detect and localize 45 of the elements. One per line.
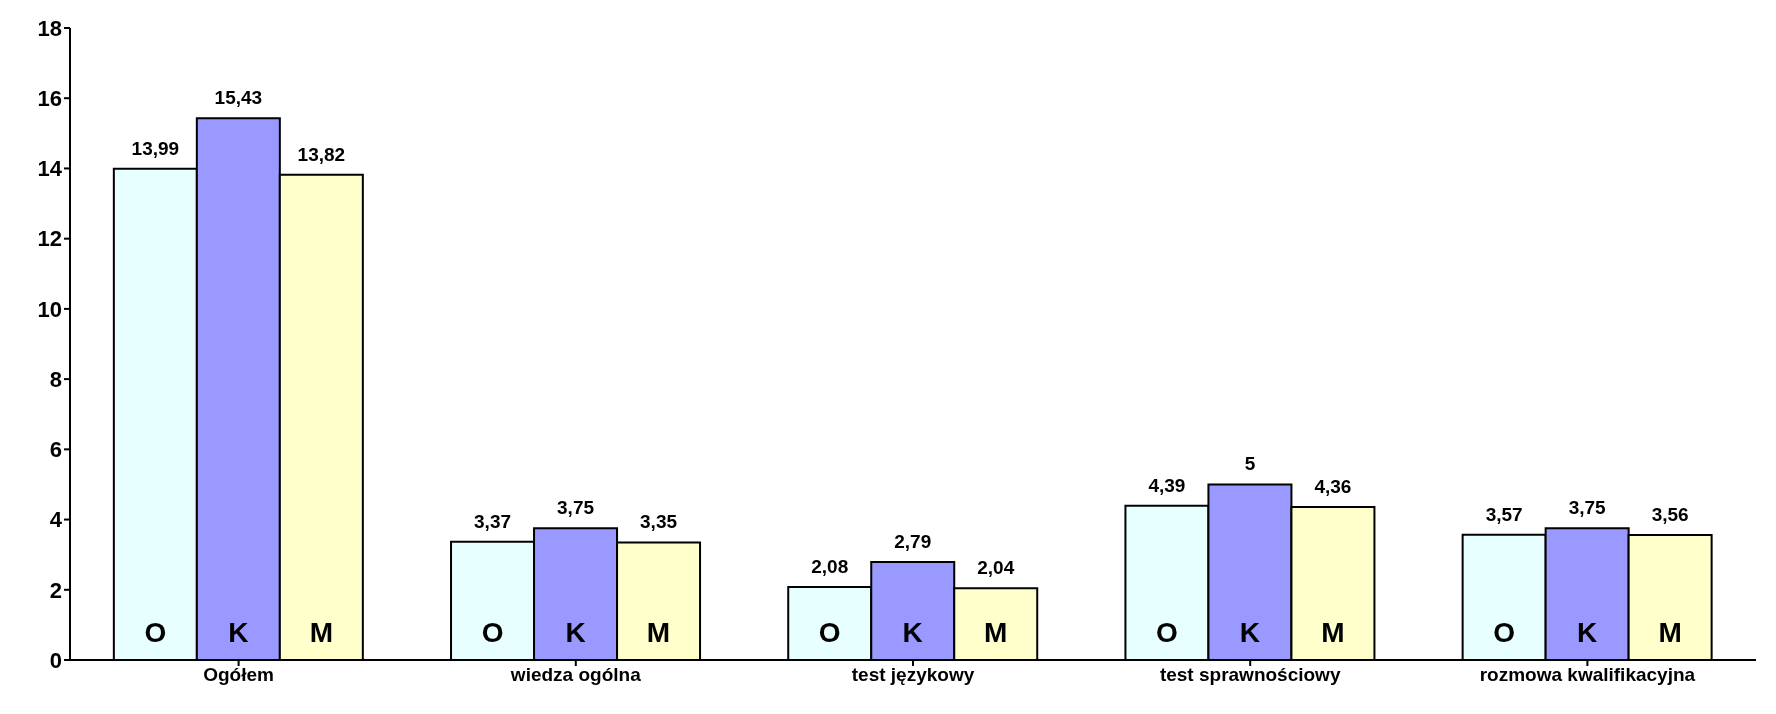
data-label: 3,37 bbox=[474, 510, 512, 532]
y-tick-label: 18 bbox=[37, 15, 62, 41]
data-label: 3,57 bbox=[1485, 503, 1523, 525]
text: K bbox=[1577, 617, 1598, 648]
y-tick-label: 12 bbox=[37, 226, 62, 252]
data-label: 13,82 bbox=[297, 143, 346, 165]
text: M bbox=[646, 617, 671, 648]
text: O bbox=[818, 617, 841, 648]
series-label: M bbox=[309, 617, 333, 648]
data-label: 4,36 bbox=[1314, 475, 1352, 497]
text: M bbox=[1658, 617, 1682, 648]
y-tick-label: 16 bbox=[37, 86, 62, 112]
x-tick-label: test sprawnościowy bbox=[1159, 664, 1341, 686]
text: K bbox=[902, 617, 923, 648]
x-tick-label: wiedza ogólna bbox=[509, 664, 642, 686]
x-tick-label: rozmowa kwalifikacyjna bbox=[1479, 664, 1696, 686]
y-tick-label: 10 bbox=[37, 296, 62, 322]
data-label: 2,79 bbox=[894, 531, 932, 553]
text: K bbox=[565, 617, 586, 648]
y-tick-label: 14 bbox=[37, 156, 63, 182]
data-label: 3,56 bbox=[1651, 504, 1689, 525]
data-label: 3,75 bbox=[1568, 497, 1607, 519]
text: O bbox=[1493, 617, 1516, 648]
data-label: 3,35 bbox=[640, 511, 678, 533]
text: O bbox=[1156, 617, 1178, 648]
text: K bbox=[1239, 617, 1261, 648]
data-label: 3,75 bbox=[557, 497, 595, 519]
text: M bbox=[984, 617, 1008, 648]
y-tick-label: 0 bbox=[49, 647, 62, 673]
x-tick-label: Ogółem bbox=[203, 664, 274, 686]
data-label: 2,08 bbox=[811, 555, 849, 577]
data-label: 13,99 bbox=[131, 137, 180, 159]
y-tick-label: 2 bbox=[49, 577, 62, 603]
y-tick-label: 4 bbox=[49, 507, 63, 533]
y-tick-label: 6 bbox=[49, 437, 62, 463]
series-label: O bbox=[144, 617, 167, 648]
y-tick-label: 8 bbox=[49, 366, 62, 392]
data-label: 4,39 bbox=[1148, 474, 1186, 496]
text: M bbox=[1321, 617, 1345, 648]
data-label: 15,43 bbox=[214, 87, 263, 109]
series-label: K bbox=[228, 617, 249, 648]
data-label: 2,04 bbox=[977, 557, 1015, 579]
text: O bbox=[481, 617, 504, 648]
x-tick-label: test językowy bbox=[851, 664, 975, 686]
data-label: 5 bbox=[1244, 453, 1256, 475]
